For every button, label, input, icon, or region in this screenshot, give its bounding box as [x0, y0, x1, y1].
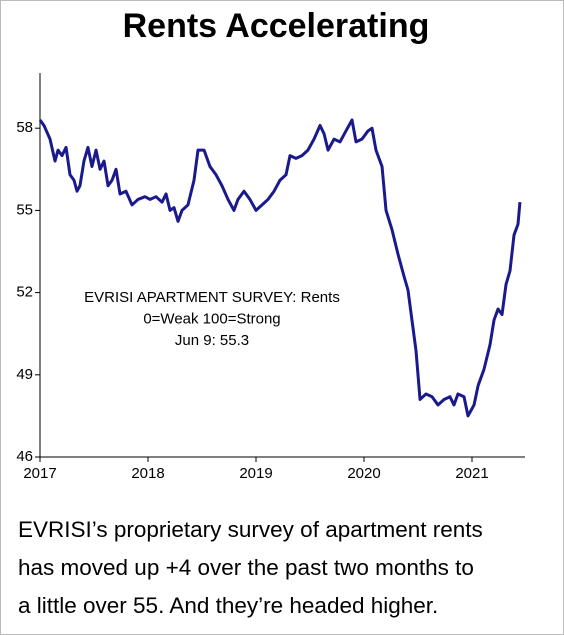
y-tick-label: 46: [16, 448, 33, 465]
caption: EVRISI’s proprietary survey of apartment…: [18, 517, 483, 542]
x-tick-label: 2021: [455, 465, 488, 482]
annotation: 0=Weak 100=Strong: [143, 310, 280, 327]
caption: a little over 55. And they’re headed hig…: [18, 593, 438, 618]
y-tick-label: 49: [16, 366, 33, 383]
annotation: Jun 9: 55.3: [175, 332, 249, 349]
x-tick-label: 2019: [239, 465, 272, 482]
caption: has moved up +4 over the past two months…: [18, 555, 474, 580]
x-tick-label: 2020: [347, 465, 380, 482]
annotation: EVRISI APARTMENT SURVEY: Rents: [84, 289, 340, 306]
y-tick-label: 58: [16, 119, 33, 136]
y-tick-label: 55: [16, 201, 33, 218]
x-tick-label: 2017: [23, 465, 56, 482]
x-tick-label: 2018: [131, 465, 164, 482]
y-tick-label: 52: [16, 284, 33, 301]
chart-title: Rents Accelerating: [123, 7, 430, 45]
data-line: [38, 118, 522, 418]
